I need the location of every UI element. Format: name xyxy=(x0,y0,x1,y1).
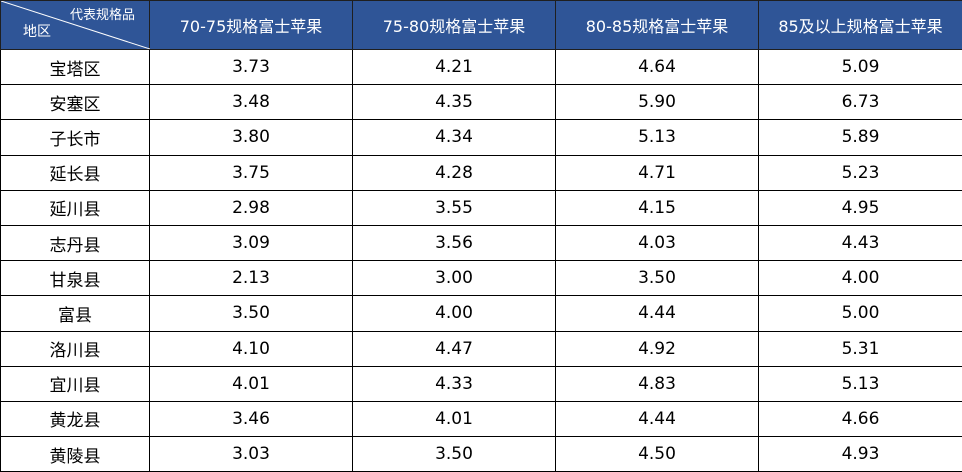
price-cell: 4.01 xyxy=(150,366,353,401)
region-cell: 宜川县 xyxy=(1,366,150,401)
region-cell: 宝塔区 xyxy=(1,50,150,85)
price-cell: 5.89 xyxy=(759,120,962,155)
region-cell: 延川县 xyxy=(1,190,150,225)
price-cell: 4.15 xyxy=(556,190,759,225)
region-cell: 洛川县 xyxy=(1,331,150,366)
price-cell: 4.00 xyxy=(759,261,962,296)
price-cell: 2.13 xyxy=(150,261,353,296)
corner-header-cell: 代表规格品 地区 xyxy=(1,1,150,50)
price-cell: 6.73 xyxy=(759,85,962,120)
price-cell: 5.00 xyxy=(759,296,962,331)
price-cell: 5.13 xyxy=(556,120,759,155)
price-cell: 4.95 xyxy=(759,190,962,225)
price-cell: 4.83 xyxy=(556,366,759,401)
corner-bottom-label: 地区 xyxy=(23,21,51,41)
region-cell: 延长县 xyxy=(1,155,150,190)
price-cell: 3.00 xyxy=(353,261,556,296)
price-cell: 5.13 xyxy=(759,366,962,401)
price-cell: 5.09 xyxy=(759,50,962,85)
price-cell: 4.21 xyxy=(353,50,556,85)
price-cell: 4.93 xyxy=(759,437,962,472)
region-cell: 黄陵县 xyxy=(1,437,150,472)
price-cell: 4.35 xyxy=(353,85,556,120)
price-cell: 5.90 xyxy=(556,85,759,120)
header-row: 代表规格品 地区 70-75规格富士苹果 75-80规格富士苹果 80-85规格… xyxy=(1,1,962,50)
column-header: 75-80规格富士苹果 xyxy=(353,1,556,50)
price-cell: 3.46 xyxy=(150,401,353,436)
price-cell: 3.55 xyxy=(353,190,556,225)
corner-top-label: 代表规格品 xyxy=(70,4,135,23)
price-cell: 4.47 xyxy=(353,331,556,366)
region-cell: 安塞区 xyxy=(1,85,150,120)
price-cell: 4.64 xyxy=(556,50,759,85)
price-cell: 3.03 xyxy=(150,437,353,472)
price-cell: 4.03 xyxy=(556,225,759,260)
column-header: 85及以上规格富士苹果 xyxy=(759,1,962,50)
price-cell: 3.50 xyxy=(150,296,353,331)
region-cell: 志丹县 xyxy=(1,225,150,260)
region-cell: 甘泉县 xyxy=(1,261,150,296)
region-cell: 富县 xyxy=(1,296,150,331)
price-cell: 3.56 xyxy=(353,225,556,260)
column-header: 70-75规格富士苹果 xyxy=(150,1,353,50)
price-cell: 4.66 xyxy=(759,401,962,436)
price-cell: 4.10 xyxy=(150,331,353,366)
price-cell: 4.71 xyxy=(556,155,759,190)
price-cell: 3.75 xyxy=(150,155,353,190)
price-cell: 4.34 xyxy=(353,120,556,155)
price-cell: 5.31 xyxy=(759,331,962,366)
price-cell: 4.92 xyxy=(556,331,759,366)
price-cell: 4.33 xyxy=(353,366,556,401)
region-cell: 黄龙县 xyxy=(1,401,150,436)
region-cell: 子长市 xyxy=(1,120,150,155)
price-cell: 4.50 xyxy=(556,437,759,472)
price-cell: 4.43 xyxy=(759,225,962,260)
price-cell: 4.44 xyxy=(556,296,759,331)
price-cell: 3.80 xyxy=(150,120,353,155)
price-cell: 3.50 xyxy=(353,437,556,472)
column-header: 80-85规格富士苹果 xyxy=(556,1,759,50)
price-cell: 4.44 xyxy=(556,401,759,436)
price-cell: 3.50 xyxy=(556,261,759,296)
price-cell: 2.98 xyxy=(150,190,353,225)
price-cell: 4.00 xyxy=(353,296,556,331)
price-cell: 3.48 xyxy=(150,85,353,120)
price-cell: 3.73 xyxy=(150,50,353,85)
price-cell: 4.28 xyxy=(353,155,556,190)
price-cell: 5.23 xyxy=(759,155,962,190)
price-cell: 4.01 xyxy=(353,401,556,436)
price-cell: 3.09 xyxy=(150,225,353,260)
